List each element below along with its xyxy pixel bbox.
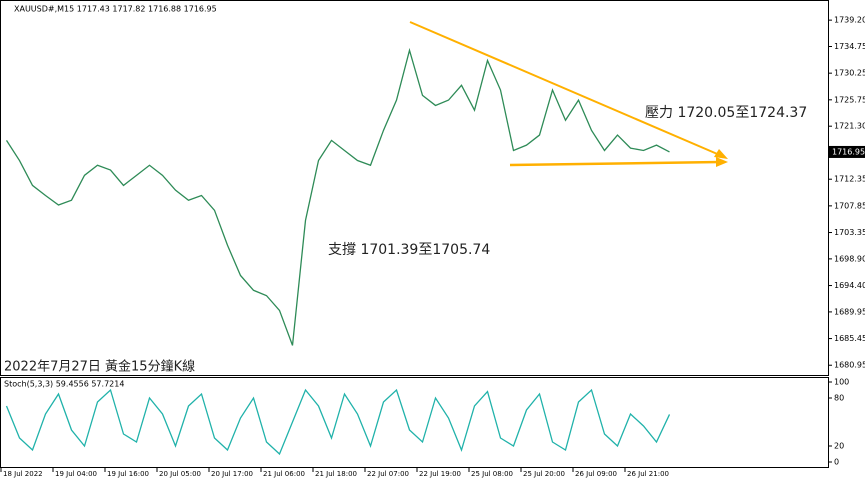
y-tick-label: 1685.45 (834, 334, 865, 343)
arrow-head (716, 157, 728, 167)
x-tick-label: 22 Jul 19:00 (419, 470, 461, 478)
y-tick-label: 1707.85 (834, 201, 865, 210)
y-tick-label: 1703.35 (834, 228, 865, 237)
main-frame (0, 0, 829, 376)
x-tick-label: 25 Jul 08:00 (471, 470, 513, 478)
support-line (509, 160, 721, 167)
stoch-line (5, 388, 671, 456)
y-tick-label: 1694.40 (834, 281, 865, 290)
x-tick-label: 19 Jul 16:00 (107, 470, 149, 478)
annotation: 2022年7月27日 黃金15分鐘K線 (4, 359, 195, 375)
x-tick-label: 25 Jul 20:00 (523, 470, 565, 478)
annotation: 壓力 1720.05至1724.37 (645, 105, 807, 121)
y-tick-label: 20 (834, 442, 844, 451)
y-tick-label: 1712.35 (834, 175, 865, 184)
y-tick-label: 1725.75 (834, 95, 865, 104)
annotation: 支撐 1701.39至1705.74 (328, 242, 490, 258)
y-tick-label: 1734.75 (834, 42, 865, 51)
last-price-label: 1716.95 (832, 147, 865, 156)
y-tick-label: 1730.25 (834, 69, 865, 78)
indicator-frame (0, 377, 829, 468)
y-tick-label: 80 (834, 394, 844, 403)
x-tick-label: 21 Jul 06:00 (263, 470, 305, 478)
y-tick-label: 1721.30 (834, 122, 865, 131)
x-tick-label: 26 Jul 09:00 (575, 470, 617, 478)
x-tick-label: 20 Jul 05:00 (159, 470, 201, 478)
indicator-title: Stoch(5,3,3) 59.4556 57.7214 (4, 380, 124, 389)
header: XAUUSD#,M15 1717.43 1717.82 1716.88 1716… (14, 5, 217, 14)
x-tick-label: 21 Jul 18:00 (315, 470, 357, 478)
y-tick-label: 1689.95 (834, 307, 865, 316)
y-tick-label: 100 (834, 378, 849, 387)
y-tick-label: 1680.95 (834, 361, 865, 370)
x-tick-label: 20 Jul 17:00 (211, 470, 253, 478)
price-line (5, 47, 670, 346)
resistance-line (409, 21, 723, 157)
last-price-box (829, 145, 865, 158)
x-tick-label: 22 Jul 07:00 (367, 470, 409, 478)
arrow-head (714, 149, 728, 159)
y-tick-label: 1698.90 (834, 254, 865, 263)
x-tick-label: 19 Jul 04:00 (55, 470, 97, 478)
x-tick-label: 18 Jul 2022 (3, 470, 43, 478)
x-tick-label: 26 Jul 21:00 (627, 470, 669, 478)
y-tick-label: 1739.20 (834, 16, 865, 25)
y-tick-label: 0 (834, 458, 839, 467)
